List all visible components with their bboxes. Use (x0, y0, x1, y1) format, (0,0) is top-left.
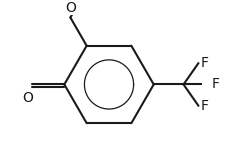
Text: O: O (65, 1, 76, 15)
Text: F: F (200, 99, 207, 113)
Text: F: F (200, 56, 207, 70)
Text: O: O (22, 91, 33, 105)
Text: F: F (210, 78, 219, 91)
